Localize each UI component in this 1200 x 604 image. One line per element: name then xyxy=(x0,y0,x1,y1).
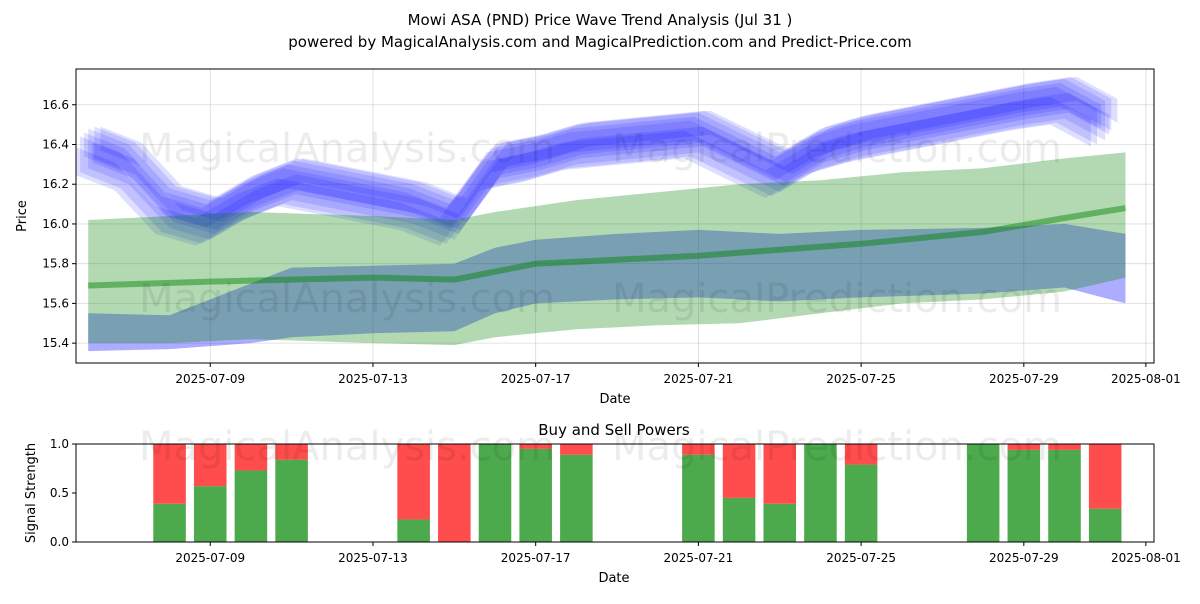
signal-x-tick-label-4: 2025-07-25 xyxy=(826,551,896,565)
sell-bar-13 xyxy=(844,444,878,465)
sell-bar-2 xyxy=(234,444,268,471)
y-tick-label-3: 16.0 xyxy=(42,217,69,231)
watermark-prediction-bottom: MagicalPrediction.com xyxy=(612,276,1062,322)
x-tick-label-6: 2025-08-01 xyxy=(1111,372,1181,386)
x-tick-label-3: 2025-07-21 xyxy=(664,372,734,386)
signal-title: Buy and Sell Powers xyxy=(538,421,690,439)
buy-bar-6 xyxy=(478,444,512,542)
wave-band-5 xyxy=(92,92,1110,234)
sell-bar-17 xyxy=(1088,444,1122,509)
sell-bar-7 xyxy=(519,444,552,449)
y-tick-label-6: 16.6 xyxy=(42,98,69,112)
series-line-3 xyxy=(88,205,1126,289)
signal-y-tick-label-2: 1.0 xyxy=(50,437,69,451)
series-band-1 xyxy=(88,223,1126,352)
sell-bar-4 xyxy=(397,444,430,520)
series-band-2 xyxy=(88,152,1126,346)
x-tick-label-5: 2025-07-29 xyxy=(989,372,1059,386)
wave-band-1 xyxy=(94,76,1112,230)
wave-band-6 xyxy=(84,82,1102,228)
sell-bar-5 xyxy=(438,444,471,542)
signal-y-ticks: 0.0 0.5 1.0 xyxy=(50,437,76,549)
watermark-analysis-bottom: MagicalAnalysis.com xyxy=(139,276,555,322)
price-x-axis-label: Date xyxy=(599,392,630,407)
y-tick-label-2: 15.8 xyxy=(42,257,69,271)
buy-bar-3 xyxy=(275,459,308,542)
sell-bar-0 xyxy=(153,444,186,504)
buy-bar-2 xyxy=(234,470,268,542)
signal-x-tick-label-0: 2025-07-09 xyxy=(175,551,245,565)
buy-bar-13 xyxy=(844,464,878,542)
buy-bar-1 xyxy=(193,486,227,542)
sell-bar-8 xyxy=(560,444,593,455)
x-tick-label-1: 2025-07-13 xyxy=(338,372,408,386)
wave-band-4 xyxy=(76,96,1091,246)
buy-bar-8 xyxy=(560,454,593,542)
buy-bar-14 xyxy=(966,444,1000,542)
sell-bar-3 xyxy=(275,444,308,460)
buy-bar-15 xyxy=(1007,449,1041,542)
price-y-ticks: 15.4 15.6 15.8 16.0 16.2 16.4 16.6 xyxy=(42,98,76,350)
price-series xyxy=(76,76,1126,352)
signal-x-tick-label-5: 2025-07-29 xyxy=(989,551,1059,565)
sell-bar-16 xyxy=(1048,444,1081,450)
sell-bar-11 xyxy=(763,444,797,504)
signal-y-tick-label-1: 0.5 xyxy=(50,486,69,500)
buy-bar-4 xyxy=(397,519,430,542)
buy-bar-10 xyxy=(722,497,756,542)
buy-bar-16 xyxy=(1048,449,1081,542)
buy-bar-0 xyxy=(153,503,186,542)
signal-bars xyxy=(153,444,1122,542)
x-tick-label-2: 2025-07-17 xyxy=(501,372,571,386)
buy-bar-17 xyxy=(1088,508,1122,542)
signal-panel: Buy and Sell Powers MagicalAnalysis.com … xyxy=(24,421,1181,586)
price-grid xyxy=(76,69,1154,363)
buy-bar-11 xyxy=(763,503,797,542)
y-tick-label-0: 15.4 xyxy=(42,336,69,350)
sell-bar-15 xyxy=(1007,444,1041,450)
signal-x-tick-label-2: 2025-07-17 xyxy=(501,551,571,565)
chart-title: Mowi ASA (PND) Price Wave Trend Analysis… xyxy=(408,11,793,29)
price-panel: MagicalAnalysis.com MagicalPrediction.co… xyxy=(15,68,1181,407)
signal-y-axis-label: Signal Strength xyxy=(24,443,39,543)
sell-bar-9 xyxy=(682,444,715,455)
signal-x-ticks: 2025-07-09 2025-07-13 2025-07-17 2025-07-21… xyxy=(175,542,1181,565)
y-tick-label-5: 16.4 xyxy=(42,137,69,151)
x-tick-label-0: 2025-07-09 xyxy=(175,372,245,386)
y-tick-label-1: 15.6 xyxy=(42,296,69,310)
price-y-axis-label: Price xyxy=(15,200,30,232)
buy-bar-9 xyxy=(682,454,715,542)
y-tick-label-4: 16.2 xyxy=(42,177,69,191)
signal-x-tick-label-3: 2025-07-21 xyxy=(664,551,734,565)
wave-band-2 xyxy=(80,86,1098,244)
wave-band-0 xyxy=(88,78,1106,240)
watermark-prediction-top: MagicalPrediction.com xyxy=(612,126,1062,172)
watermark-analysis-signal: MagicalAnalysis.com xyxy=(139,424,555,470)
buy-bar-12 xyxy=(804,444,837,542)
watermark-prediction-signal: MagicalPrediction.com xyxy=(612,424,1062,470)
sell-bar-10 xyxy=(722,444,756,498)
sell-bar-1 xyxy=(193,444,227,487)
buy-bar-7 xyxy=(519,448,552,542)
price-x-ticks: 2025-07-09 2025-07-13 2025-07-17 2025-07-21… xyxy=(175,363,1181,386)
wave-band-3 xyxy=(100,76,1118,223)
watermark-analysis-top: MagicalAnalysis.com xyxy=(139,126,555,172)
x-tick-label-4: 2025-07-25 xyxy=(826,372,896,386)
signal-y-tick-label-0: 0.0 xyxy=(50,535,69,549)
signal-x-tick-label-1: 2025-07-13 xyxy=(338,551,408,565)
price-panel-frame xyxy=(75,68,1155,364)
chart-subtitle: powered by MagicalAnalysis.com and Magic… xyxy=(288,33,912,51)
signal-x-tick-label-6: 2025-08-01 xyxy=(1111,551,1181,565)
signal-x-axis-label: Date xyxy=(598,571,629,586)
